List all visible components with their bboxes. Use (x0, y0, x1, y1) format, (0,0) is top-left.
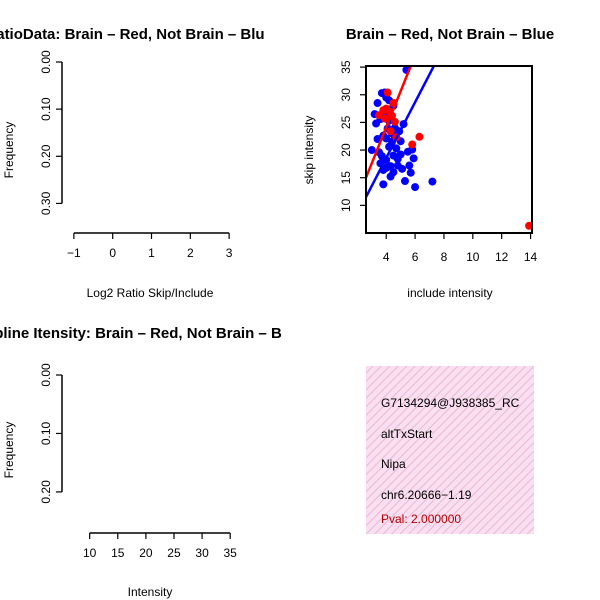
x-tick-label: 0 (109, 246, 116, 260)
x-tick-label: 8 (441, 250, 448, 264)
brain-point (383, 88, 392, 97)
scatter-x-ticks: 4 6 8 10 12 14 (383, 233, 538, 264)
y-tick-label: 0.00 (39, 50, 53, 74)
scatter-points (367, 66, 532, 230)
y-tick-label: 0.10 (39, 421, 53, 445)
x-tick-label: 14 (524, 250, 538, 264)
brain-fit-line (366, 66, 412, 179)
ratio-chart-title: RatioData: Brain – Red, Not Brain – Blu (0, 26, 265, 43)
brain-point (386, 127, 395, 136)
y-tick-label: 15 (339, 171, 353, 185)
y-tick-label: 0.00 (39, 363, 53, 387)
intensity-x-ticks: 10 15 20 25 30 35 (83, 533, 237, 560)
info-location: chr6.20666−1.19 (381, 488, 472, 502)
scatter-fit-lines (366, 66, 435, 198)
brain-point (380, 114, 389, 123)
x-tick-label: 30 (195, 546, 209, 560)
scatter-y-label: skip intensity (302, 116, 316, 185)
not-brain-point (392, 144, 401, 153)
x-tick-label: 15 (111, 546, 125, 560)
y-tick-label: 30 (339, 88, 353, 102)
brain-point (390, 117, 399, 126)
scatter-y-ticks: 10 15 20 25 30 35 (339, 60, 366, 212)
not-brain-point (400, 177, 409, 186)
intensity-x-label: Intensity (128, 585, 173, 599)
y-tick-label: 0.10 (39, 97, 53, 121)
brain-point (525, 221, 532, 230)
x-tick-label: 4 (383, 250, 390, 264)
scatter-plot: Brain – Red, Not Brain – Blue 10 15 20 25 30… (302, 26, 554, 300)
x-tick-label: −1 (67, 246, 81, 260)
x-tick-label: 12 (495, 250, 509, 264)
brain-point (408, 140, 417, 149)
brain-point (415, 132, 424, 141)
info-pval: Pval: 2.000000 (381, 512, 461, 526)
not-brain-point (409, 154, 418, 163)
not-brain-point (405, 161, 414, 170)
info-panel: G7134294@J938385_RC altTxStart Nipa chr6… (366, 366, 534, 534)
x-tick-label: 3 (226, 246, 233, 260)
y-tick-label: 0.30 (39, 191, 53, 215)
x-tick-label: 2 (187, 246, 194, 260)
not-brain-point (373, 99, 382, 108)
info-panel-background (366, 366, 534, 534)
y-tick-label: 35 (339, 60, 353, 74)
scatter-chart-title: Brain – Red, Not Brain – Blue (346, 26, 554, 43)
x-tick-label: 10 (466, 250, 480, 264)
not-brain-point (411, 183, 420, 192)
info-event-type: altTxStart (381, 427, 433, 441)
y-tick-label: 0.20 (39, 144, 53, 168)
not-brain-point (386, 162, 395, 171)
not-brain-point (398, 164, 407, 173)
intensity-chart-title: Spline Itensity: Brain – Red, Not Brain … (0, 325, 282, 342)
not-brain-point (396, 150, 405, 159)
not-brain-point (367, 146, 376, 155)
intensity-histogram: Spline Itensity: Brain – Red, Not Brain … (0, 325, 282, 599)
x-tick-label: 20 (139, 546, 153, 560)
y-tick-label: 20 (339, 143, 353, 157)
ratio-histogram: RatioData: Brain – Red, Not Brain – Blu … (0, 26, 265, 300)
y-tick-label: 25 (339, 115, 353, 129)
info-probe-id: G7134294@J938385_RC (381, 396, 520, 410)
y-tick-label: 10 (339, 198, 353, 212)
scatter-x-label: include intensity (407, 286, 492, 300)
ratio-y-label: Frequency (2, 122, 16, 179)
not-brain-fit-line (366, 66, 435, 198)
x-tick-label: 10 (83, 546, 97, 560)
x-tick-label: 1 (148, 246, 155, 260)
not-brain-point (428, 177, 437, 186)
x-tick-label: 25 (167, 546, 181, 560)
ratio-x-label: Log2 Ratio Skip/Include (87, 286, 214, 300)
ratio-y-ticks: 0.00 0.10 0.20 0.30 (39, 50, 62, 215)
not-brain-point (389, 168, 398, 177)
info-gene-name: Nipa (381, 457, 406, 471)
not-brain-point (406, 168, 415, 177)
ratio-x-ticks: −1 0 1 2 3 (67, 233, 233, 260)
x-tick-label: 35 (224, 546, 238, 560)
x-tick-label: 6 (412, 250, 419, 264)
intensity-y-label: Frequency (2, 422, 16, 479)
y-tick-label: 0.20 (39, 480, 53, 504)
not-brain-point (379, 180, 388, 189)
intensity-y-ticks: 0.00 0.10 0.20 (39, 363, 62, 504)
